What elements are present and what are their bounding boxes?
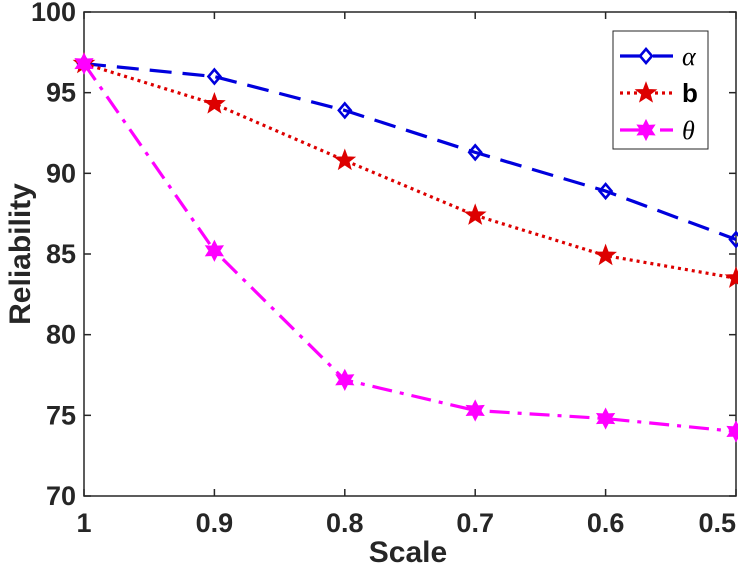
data-point <box>595 407 616 430</box>
legend: αbθ <box>612 30 709 150</box>
legend-label: b <box>682 78 698 108</box>
x-tick-label: 0.6 <box>587 508 625 538</box>
series-0 <box>76 54 738 249</box>
data-point <box>204 239 225 262</box>
data-point <box>728 230 738 249</box>
legend-item: α <box>620 42 697 71</box>
x-axis-label: Scale <box>369 536 447 566</box>
data-point <box>463 203 487 225</box>
data-point <box>333 148 357 171</box>
data-point <box>594 243 617 266</box>
data-point <box>465 399 485 422</box>
y-tick-label: 85 <box>46 239 76 269</box>
x-tick-label: 0.7 <box>456 508 494 538</box>
y-tick-label: 75 <box>46 400 76 430</box>
series-line <box>83 62 737 241</box>
series-2 <box>74 52 738 443</box>
legend-item: b <box>620 78 698 108</box>
x-tick-label: 0.9 <box>196 508 234 538</box>
legend-marker <box>638 46 654 66</box>
series-line <box>83 62 737 280</box>
y-tick-label: 100 <box>31 0 76 27</box>
y-tick-label: 90 <box>46 158 76 188</box>
x-tick-label: 1 <box>76 508 91 538</box>
y-axis-label: Reliability <box>4 183 37 325</box>
y-tick-label: 70 <box>46 481 76 511</box>
series-layer <box>72 51 738 443</box>
series-line <box>82 62 737 434</box>
series-1 <box>72 51 738 288</box>
x-tick-label: 0.5 <box>698 508 736 538</box>
y-axis-ticks: 70 75 80 85 90 95 100 <box>31 0 736 511</box>
data-point <box>724 266 738 288</box>
legend-marker <box>634 81 658 103</box>
data-point <box>467 143 483 162</box>
y-tick-label: 95 <box>46 78 76 108</box>
x-axis-ticks: 1 0.9 0.8 0.7 0.6 0.5 <box>76 12 737 538</box>
x-tick-label: 0.8 <box>326 508 364 538</box>
legend-label: α <box>682 42 697 71</box>
data-point <box>206 67 223 86</box>
data-point <box>335 368 355 391</box>
data-point <box>203 92 226 114</box>
data-point <box>726 420 738 443</box>
legend-label: θ <box>682 116 695 145</box>
legend-item: θ <box>620 116 695 145</box>
data-point <box>337 101 353 120</box>
legend-marker <box>636 118 656 142</box>
y-tick-label: 80 <box>46 320 76 350</box>
data-point <box>74 52 94 75</box>
data-point <box>597 182 614 201</box>
